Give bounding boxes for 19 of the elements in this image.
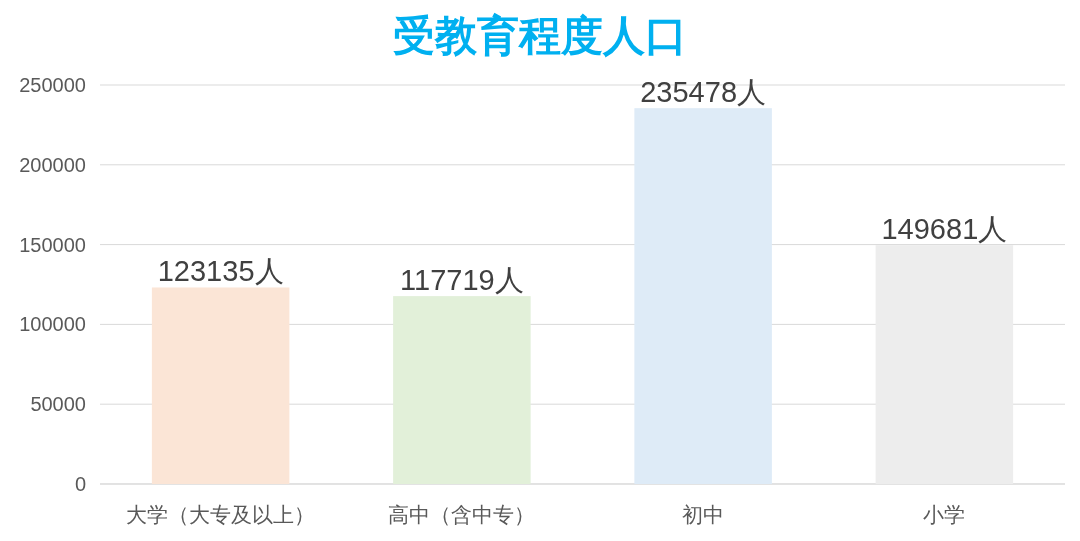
- bar: [875, 245, 1014, 484]
- y-tick-label: 100000: [19, 313, 86, 336]
- y-tick-label: 150000: [19, 233, 86, 256]
- y-tick-label: 250000: [19, 74, 86, 96]
- bar: [634, 108, 772, 484]
- bar: [151, 287, 290, 484]
- y-tick-label: 0: [74, 473, 86, 495]
- bar: [393, 296, 531, 484]
- data-label: 123135人: [157, 255, 284, 288]
- x-tick-label: 大学（大专及以上）: [126, 503, 316, 526]
- y-tick-label: 200000: [19, 153, 86, 176]
- y-tick-label: 50000: [30, 393, 86, 416]
- x-tick-label: 高中（含中专）: [388, 503, 536, 526]
- data-label: 235478人: [640, 76, 767, 109]
- x-tick-label: 小学: [923, 503, 966, 526]
- data-label: 117719人: [400, 264, 524, 297]
- x-tick-label: 初中: [682, 503, 725, 526]
- chart-title: 受教育程度人口: [393, 12, 687, 59]
- data-label: 149681人: [881, 213, 1008, 246]
